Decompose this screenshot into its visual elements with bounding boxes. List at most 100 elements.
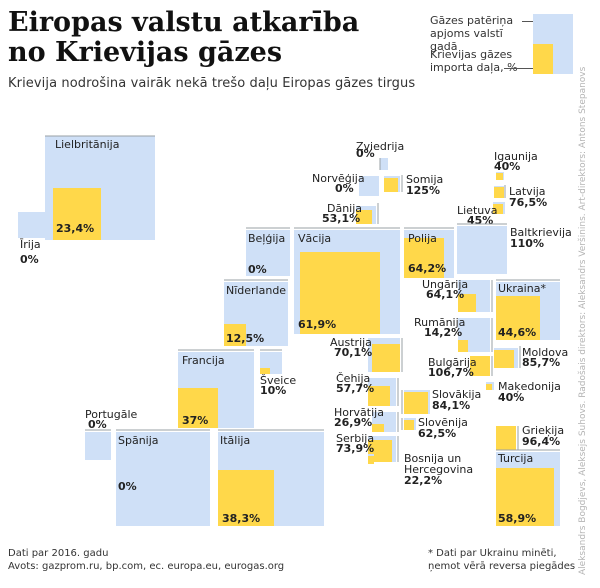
chart-title-line-1: Eiropas valstu atkarība <box>8 7 360 38</box>
baltkrievija-consumption-box <box>457 226 507 274</box>
norvegija-value: 0% <box>335 182 354 195</box>
irija-label: Īrija <box>20 238 41 251</box>
danija-value: 53,1% <box>322 212 360 225</box>
baltkrievija-label: Baltkrievija <box>510 226 572 239</box>
lielbritanija-label: Lielbritānija <box>55 138 119 151</box>
niderlande-label: Nīderlande <box>226 284 286 297</box>
moldova-value: 85,7% <box>522 356 560 369</box>
spanija-label: Spānija <box>118 434 159 447</box>
bulgarija-label: Bulgārija <box>428 356 477 369</box>
credits: Aleksandrs Bogdjevs, Aleksejs Suhovs. Ra… <box>578 66 588 575</box>
italija-value: 38,3% <box>222 512 260 525</box>
austrija-import-box <box>372 344 400 372</box>
lietuva-import-box <box>493 204 503 214</box>
belgija-label: Beļģija <box>248 232 285 245</box>
footnote-year: Dati par 2016. gadu <box>8 548 109 559</box>
latvija-value: 76,5% <box>509 196 547 209</box>
igaunija-label: Igaunija <box>494 150 538 163</box>
ungarija-value: 64,1% <box>426 288 464 301</box>
ukraina-label: Ukraina* <box>498 282 546 295</box>
legend-consumption-label: Gāzes patēriņa apjoms valstī gadā <box>430 14 514 53</box>
zviedrija-label: Zviedrija <box>356 140 404 153</box>
niderlande-import-box <box>224 324 246 346</box>
slovakija-label: Slovākija <box>432 388 481 401</box>
ungarija-label: Ungārija <box>422 278 468 291</box>
chart-subtitle: Krievija nodrošina vairāk nekā trešo daļ… <box>8 76 416 91</box>
polija-import-box <box>404 238 444 278</box>
austrija-value: 70,1% <box>334 346 372 359</box>
bosnija-un-hercegovina-value: 22,2% <box>404 474 442 487</box>
bosnija-un-hercegovina-label-line-1: Bosnija un <box>404 452 461 465</box>
griekija-import-box <box>496 426 516 450</box>
turcija-label: Turcija <box>497 452 533 465</box>
slovakija-value: 84,1% <box>432 399 470 412</box>
norvegija-label: Norvēģija <box>312 172 365 185</box>
bulgarija-import-box <box>470 356 490 376</box>
spanija-consumption-box <box>116 432 210 526</box>
legend-import-swatch <box>533 44 553 74</box>
ukraina-value: 44,6% <box>498 326 536 339</box>
slovenija-label: Slovēnija <box>418 416 468 429</box>
igaunija-import-box <box>496 173 503 180</box>
slovenija-value: 62,5% <box>418 427 456 440</box>
footnote-sources: Avots: gazprom.ru, bp.com, ec. europa.eu… <box>8 561 285 572</box>
cehija-value: 57,7% <box>336 382 374 395</box>
somija-import-box <box>384 178 398 192</box>
francija-value: 37% <box>182 414 208 427</box>
chart-title: Eiropas valstu atkarība no Krievijas gāz… <box>8 8 359 68</box>
makedonija-value: 40% <box>498 391 524 404</box>
moldova-import-box <box>494 350 514 368</box>
griekija-label: Grieķija <box>522 424 564 437</box>
slovakija-import-box <box>404 392 428 414</box>
bosnija-un-hercegovina-import-box <box>368 456 374 464</box>
rumanija-import-box <box>458 340 468 352</box>
portugale-consumption-box <box>85 432 111 460</box>
serbija-value: 73,9% <box>336 442 374 455</box>
igaunija-value: 40% <box>494 160 520 173</box>
portugale-value: 0% <box>88 418 107 431</box>
vacija-value: 61,9% <box>298 318 336 331</box>
norvegija-consumption-box <box>359 176 379 196</box>
horvatija-import-box <box>372 424 384 432</box>
spanija-value: 0% <box>118 480 137 493</box>
lietuva-value: 45% <box>467 214 493 227</box>
sveice-label: Šveice <box>260 374 296 387</box>
lielbritanija-value: 23,4% <box>56 222 94 235</box>
horvatija-value: 26,9% <box>334 416 372 429</box>
baltkrievija-value: 110% <box>510 237 544 250</box>
footnote-source: Dati par 2016. gadu Avots: gazprom.ru, b… <box>8 547 284 573</box>
zviedrija-consumption-box <box>380 158 388 170</box>
turcija-value: 58,9% <box>498 512 536 525</box>
makedonija-import-box <box>486 384 492 390</box>
irija-consumption-box <box>18 212 46 238</box>
ungarija-import-box <box>458 294 476 312</box>
legend-import-label: Krievijas gāzes importa daļa, % <box>430 48 518 74</box>
francija-label: Francija <box>182 354 225 367</box>
sveice-import-box <box>260 368 270 374</box>
danija-import-box <box>356 210 372 224</box>
vacija-import-box <box>300 252 380 334</box>
bulgarija-value: 106,7% <box>428 366 474 379</box>
chart-title-line-2: no Krievijas gāzes <box>8 37 283 68</box>
polija-label: Polija <box>408 232 437 245</box>
sveice-value: 10% <box>260 384 286 397</box>
polija-value: 64,2% <box>408 262 446 275</box>
vacija-label: Vācija <box>298 232 331 245</box>
legend-consumption-leader <box>522 21 533 22</box>
rumanija-value: 14,2% <box>424 326 462 339</box>
horvatija-label: Horvātija <box>334 406 384 419</box>
zviedrija-value: 0% <box>356 147 375 160</box>
slovenija-import-box <box>404 420 414 430</box>
portugale-label: Portugāle <box>85 408 138 421</box>
belgija-consumption-box <box>246 230 290 276</box>
somija-label: Somija <box>406 173 443 186</box>
footnote-ukraine: * Dati par Ukrainu minēti, ņemot vērā re… <box>428 548 576 572</box>
danija-label: Dānija <box>327 202 362 215</box>
belgija-value: 0% <box>248 263 267 276</box>
moldova-label: Moldova <box>522 346 568 359</box>
cehija-label: Čehija <box>336 372 370 385</box>
serbija-label: Serbija <box>336 432 374 445</box>
legend-import-leader <box>504 68 544 69</box>
rumanija-label: Rumānija <box>414 316 465 329</box>
